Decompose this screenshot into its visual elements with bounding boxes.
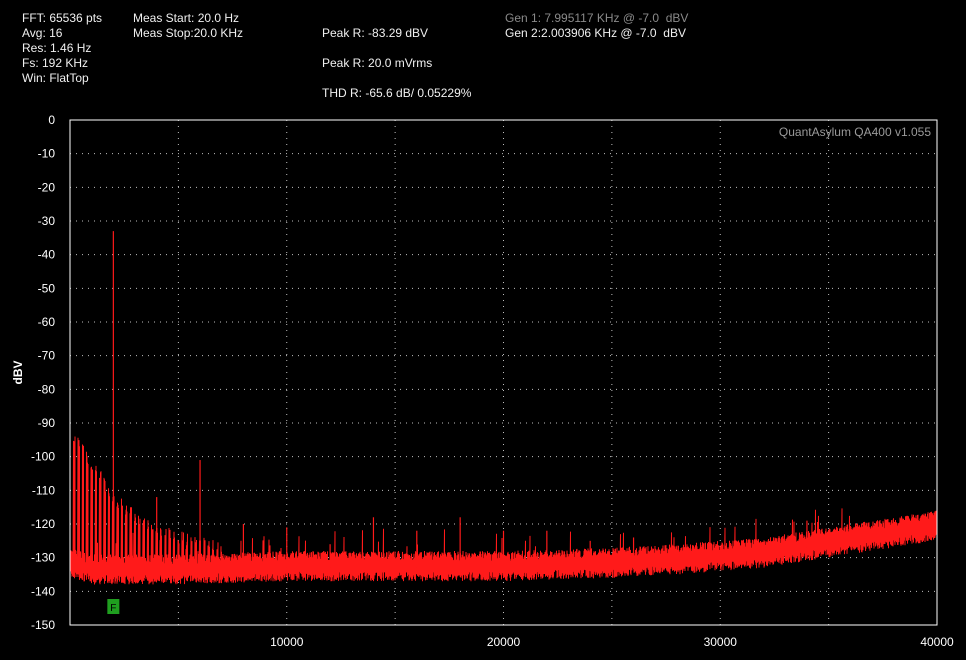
y-tick-label: -30 bbox=[38, 214, 56, 228]
y-tick-label: 0 bbox=[48, 113, 55, 127]
fundamental-marker[interactable]: F bbox=[107, 599, 120, 614]
x-tick-label: 20000 bbox=[487, 635, 521, 649]
marker-box[interactable] bbox=[107, 599, 120, 614]
y-tick-label: -110 bbox=[32, 483, 55, 497]
peak-mvrms-text: Peak R: 20.0 mVrms bbox=[322, 56, 433, 70]
averages-text: Avg: 16 bbox=[22, 26, 63, 40]
x-axis-ticks: 10000 20000 30000 40000 bbox=[270, 635, 954, 649]
x-tick-label: 30000 bbox=[704, 635, 738, 649]
sample-rate-text: Fs: 192 KHz bbox=[22, 56, 89, 70]
x-tick-label: 40000 bbox=[920, 635, 954, 649]
thd-text: THD R: -65.6 dB/ 0.05229% bbox=[322, 86, 472, 100]
marker-label: F bbox=[110, 603, 116, 614]
harmonic-spikes bbox=[112, 231, 851, 572]
y-axis-ticks: 0 -10 -20 -30 -40 -50 -60 -70 -80 -90 -100 -110 -120… bbox=[31, 113, 55, 632]
y-tick-label: -50 bbox=[38, 281, 56, 295]
x-tick-label: 10000 bbox=[270, 635, 304, 649]
y-tick-label: -100 bbox=[31, 450, 55, 464]
y-axis-label: dBV bbox=[11, 361, 25, 385]
window-text: Win: FlatTop bbox=[22, 71, 89, 85]
generator-2-text: Gen 2:2.003906 KHz @ -7.0 dBV bbox=[505, 26, 686, 40]
plot-frame bbox=[69, 119, 938, 626]
y-tick-label: -70 bbox=[38, 349, 56, 363]
y-tick-label: -150 bbox=[31, 618, 55, 632]
y-tick-label: -130 bbox=[31, 551, 55, 565]
y-tick-label: -60 bbox=[38, 315, 56, 329]
watermark-text: QuantAsylum QA400 v1.055 bbox=[779, 125, 931, 139]
meas-start-text: Meas Start: 20.0 Hz bbox=[133, 11, 240, 25]
generator-1-text: Gen 1: 7.995117 KHz @ -7.0 dBV bbox=[505, 11, 689, 25]
y-tick-label: -40 bbox=[38, 248, 56, 262]
y-tick-label: -120 bbox=[31, 517, 55, 531]
plot-grid bbox=[70, 120, 937, 625]
y-tick-label: -140 bbox=[31, 584, 55, 598]
fft-size-text: FFT: 65536 pts bbox=[22, 11, 103, 25]
peak-dbv-text: Peak R: -83.29 dBV bbox=[322, 26, 429, 40]
y-tick-label: -20 bbox=[38, 180, 56, 194]
resolution-text: Res: 1.46 Hz bbox=[22, 41, 92, 55]
y-tick-label: -80 bbox=[38, 382, 56, 396]
y-tick-label: -90 bbox=[38, 416, 56, 430]
meas-stop-text: Meas Stop:20.0 KHz bbox=[133, 26, 244, 40]
y-tick-label: -10 bbox=[38, 147, 56, 161]
